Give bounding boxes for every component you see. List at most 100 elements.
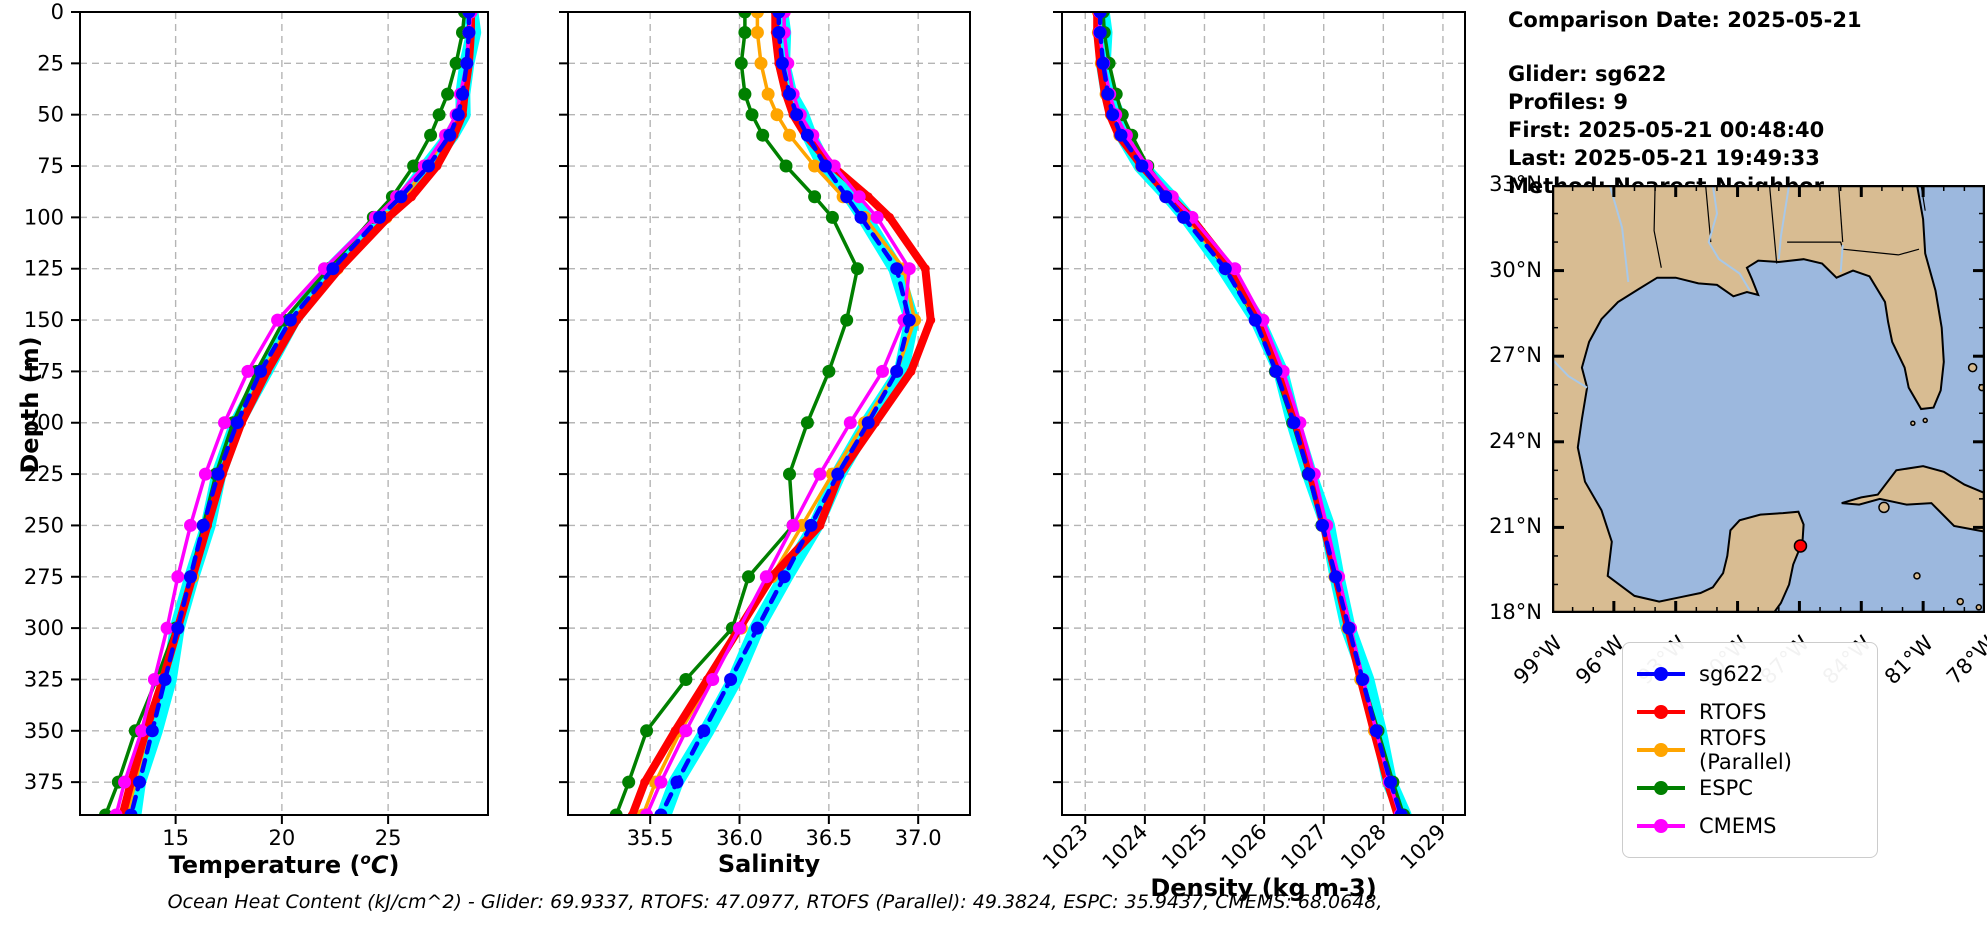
temperature-label-sup: o xyxy=(360,850,371,868)
svg-text:0: 0 xyxy=(51,0,64,24)
legend-item-ESPC: ESPC xyxy=(1637,769,1863,807)
svg-text:1027: 1027 xyxy=(1276,820,1331,875)
svg-text:20: 20 xyxy=(269,826,296,850)
salinity-series xyxy=(609,12,936,815)
series-RTOFS-density xyxy=(1093,12,1402,815)
markers-sg622-density xyxy=(1093,12,1408,815)
legend-label: RTOFS (Parallel) xyxy=(1699,726,1792,774)
temperature-axis-label: Temperature (oC) xyxy=(80,850,488,879)
svg-text:125: 125 xyxy=(24,257,64,281)
salinity-spine xyxy=(567,11,971,816)
density-axis-label: Density (kg m-3) xyxy=(1150,874,1377,902)
svg-text:300: 300 xyxy=(24,616,64,640)
map-lat-label-27N: 27°N xyxy=(1489,343,1542,368)
map-lat-label-30N: 30°N xyxy=(1489,257,1542,282)
svg-text:75: 75 xyxy=(37,154,64,178)
legend-line-sample xyxy=(1637,743,1685,757)
svg-text:1025: 1025 xyxy=(1157,820,1212,875)
legend-label: RTOFS xyxy=(1699,700,1767,724)
density-tick-labels: 1023 1024 1025 1026 1027 1028 1029 xyxy=(1038,820,1450,875)
temperature-label-text: Temperature ( xyxy=(168,851,361,879)
svg-text:225: 225 xyxy=(24,462,64,486)
glider-line: Glider: sg622 xyxy=(1508,62,1667,86)
svg-text:250: 250 xyxy=(24,513,64,537)
density-series xyxy=(1091,12,1412,815)
map-lat-label-33N: 33°N xyxy=(1489,172,1542,196)
series-ESPC-salinity xyxy=(614,12,860,815)
legend-label: CMEMS xyxy=(1699,814,1777,838)
first-line: First: 2025-05-21 00:48:40 xyxy=(1508,118,1825,142)
temperature-spine xyxy=(79,11,489,816)
map-lon-label-96W: 96°W xyxy=(1570,631,1629,689)
svg-text:1028: 1028 xyxy=(1336,820,1391,875)
legend: sg622 RTOFS RTOFS (Parallel) ESPC CMEMS xyxy=(1622,642,1878,858)
map-rivers xyxy=(1552,185,1844,389)
temperature-grid xyxy=(80,12,488,815)
temperature-label-close: ) xyxy=(388,851,400,879)
density-ticks xyxy=(1053,11,1444,824)
legend-item-RTOFS (Parallel): RTOFS (Parallel) xyxy=(1637,726,1863,774)
temperature-panel: 15 20 250255075100125150175200225250275300… xyxy=(24,0,489,850)
legend-marker-dot xyxy=(1654,781,1668,795)
info-block: Comparison Date: 2025-05-21 Glider: sg62… xyxy=(1508,6,1862,200)
svg-text:150: 150 xyxy=(24,308,64,332)
series-RTOFS-temperature xyxy=(118,12,475,815)
svg-text:1029: 1029 xyxy=(1396,820,1451,875)
map-frame xyxy=(1552,185,1985,613)
svg-text:36.5: 36.5 xyxy=(805,826,852,850)
svg-text:375: 375 xyxy=(24,770,64,794)
svg-text:325: 325 xyxy=(24,667,64,691)
markers-sg622-temperature xyxy=(124,12,476,815)
temperature-tick-labels: 15 20 250255075100125150175200225250275300… xyxy=(24,0,402,850)
series-RTOFS (Parallel)-density xyxy=(1096,12,1402,815)
salinity-ticks xyxy=(559,11,920,824)
svg-text:1023: 1023 xyxy=(1038,820,1093,875)
legend-line-sample xyxy=(1637,667,1685,681)
legend-line-sample xyxy=(1637,819,1685,833)
map-north-america-land xyxy=(1552,185,1945,613)
svg-text:350: 350 xyxy=(24,719,64,743)
markers-RTOFS (Parallel)-temperature xyxy=(120,12,476,815)
comparison-date-line: Comparison Date: 2025-05-21 xyxy=(1508,8,1862,32)
series-RTOFS-salinity xyxy=(628,12,935,815)
markers-RTOFS-density xyxy=(1092,12,1403,815)
map-ticks xyxy=(1552,185,1985,613)
svg-text:50: 50 xyxy=(37,103,64,127)
density-grid xyxy=(1062,12,1465,815)
map-cuba-land xyxy=(1841,465,1985,533)
svg-text:200: 200 xyxy=(24,411,64,435)
svg-text:100: 100 xyxy=(24,205,64,229)
series-RTOFS (Parallel)-temperature xyxy=(124,12,471,815)
depth-axis-label: Depth (m) xyxy=(16,336,44,474)
ocean-heat-content-footer: Ocean Heat Content (kJ/cm^2) - Glider: 6… xyxy=(167,891,1383,913)
last-line: Last: 2025-05-21 19:49:33 xyxy=(1508,146,1820,170)
legend-marker-dot xyxy=(1654,667,1668,681)
markers-ESPC-salinity xyxy=(609,12,864,815)
temperature-series xyxy=(99,12,482,815)
legend-line-sample xyxy=(1637,705,1685,719)
legend-label: ESPC xyxy=(1699,776,1753,800)
map-lat-label-21N: 21°N xyxy=(1489,514,1542,539)
legend-marker-dot xyxy=(1654,819,1668,833)
svg-text:275: 275 xyxy=(24,565,64,589)
profiles-line: Profiles: 9 xyxy=(1508,90,1629,114)
legend-marker-dot xyxy=(1654,705,1668,719)
svg-text:37.0: 37.0 xyxy=(895,826,942,850)
temperature-ticks xyxy=(71,11,390,824)
profile-panels-canvas: 15 20 250255075100125150175200225250275300… xyxy=(24,0,1466,875)
svg-text:15: 15 xyxy=(162,826,189,850)
map-lat-label-18N: 18°N xyxy=(1489,600,1542,624)
markers-sg622-salinity xyxy=(654,12,916,815)
density-panel: 1023 1024 1025 1026 1027 1028 1029 xyxy=(1038,11,1466,875)
legend-label: sg622 xyxy=(1699,662,1764,686)
svg-text:1026: 1026 xyxy=(1217,820,1272,875)
svg-text:175: 175 xyxy=(24,359,64,383)
legend-item-RTOFS: RTOFS xyxy=(1637,693,1863,731)
glider-location-marker xyxy=(1793,539,1808,553)
series-sg622-temperature xyxy=(128,12,472,815)
svg-text:25: 25 xyxy=(37,51,64,75)
svg-text:36.0: 36.0 xyxy=(716,826,763,850)
legend-line-sample xyxy=(1637,781,1685,795)
svg-text:1024: 1024 xyxy=(1098,820,1153,875)
